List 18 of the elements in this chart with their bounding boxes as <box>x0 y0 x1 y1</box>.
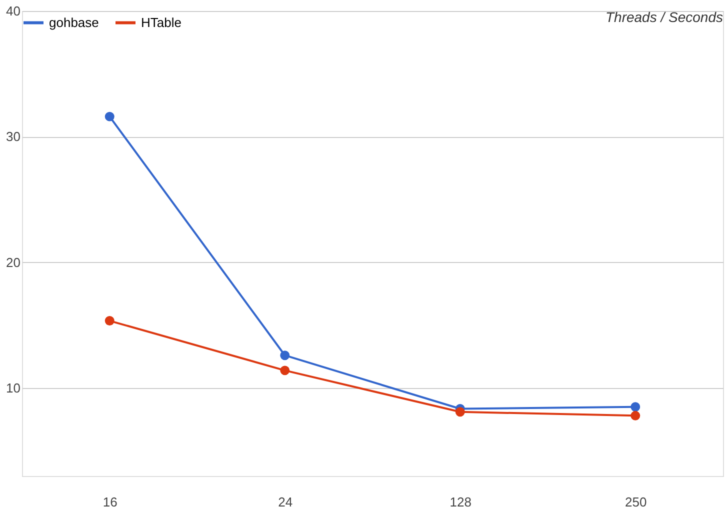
point <box>280 350 290 360</box>
x-tick-label: 16 <box>102 494 118 510</box>
point <box>280 366 290 376</box>
point <box>104 316 114 326</box>
legend-label: gohbase <box>49 14 99 30</box>
x-tick-label: 250 <box>625 494 647 510</box>
y-tick-label: 10 <box>6 380 20 396</box>
point <box>630 410 640 420</box>
y-tick-label: 20 <box>6 254 20 270</box>
point <box>630 402 640 412</box>
y-tick-label: 30 <box>6 129 20 144</box>
x-tick-label: 128 <box>450 494 472 510</box>
legend-label: HTable <box>141 14 182 30</box>
chart-title: Threads / Seconds <box>605 9 723 25</box>
point <box>455 407 465 417</box>
x-tick-label: 24 <box>278 494 293 510</box>
point <box>104 112 114 122</box>
y-tick-label: 40 <box>6 4 20 18</box>
